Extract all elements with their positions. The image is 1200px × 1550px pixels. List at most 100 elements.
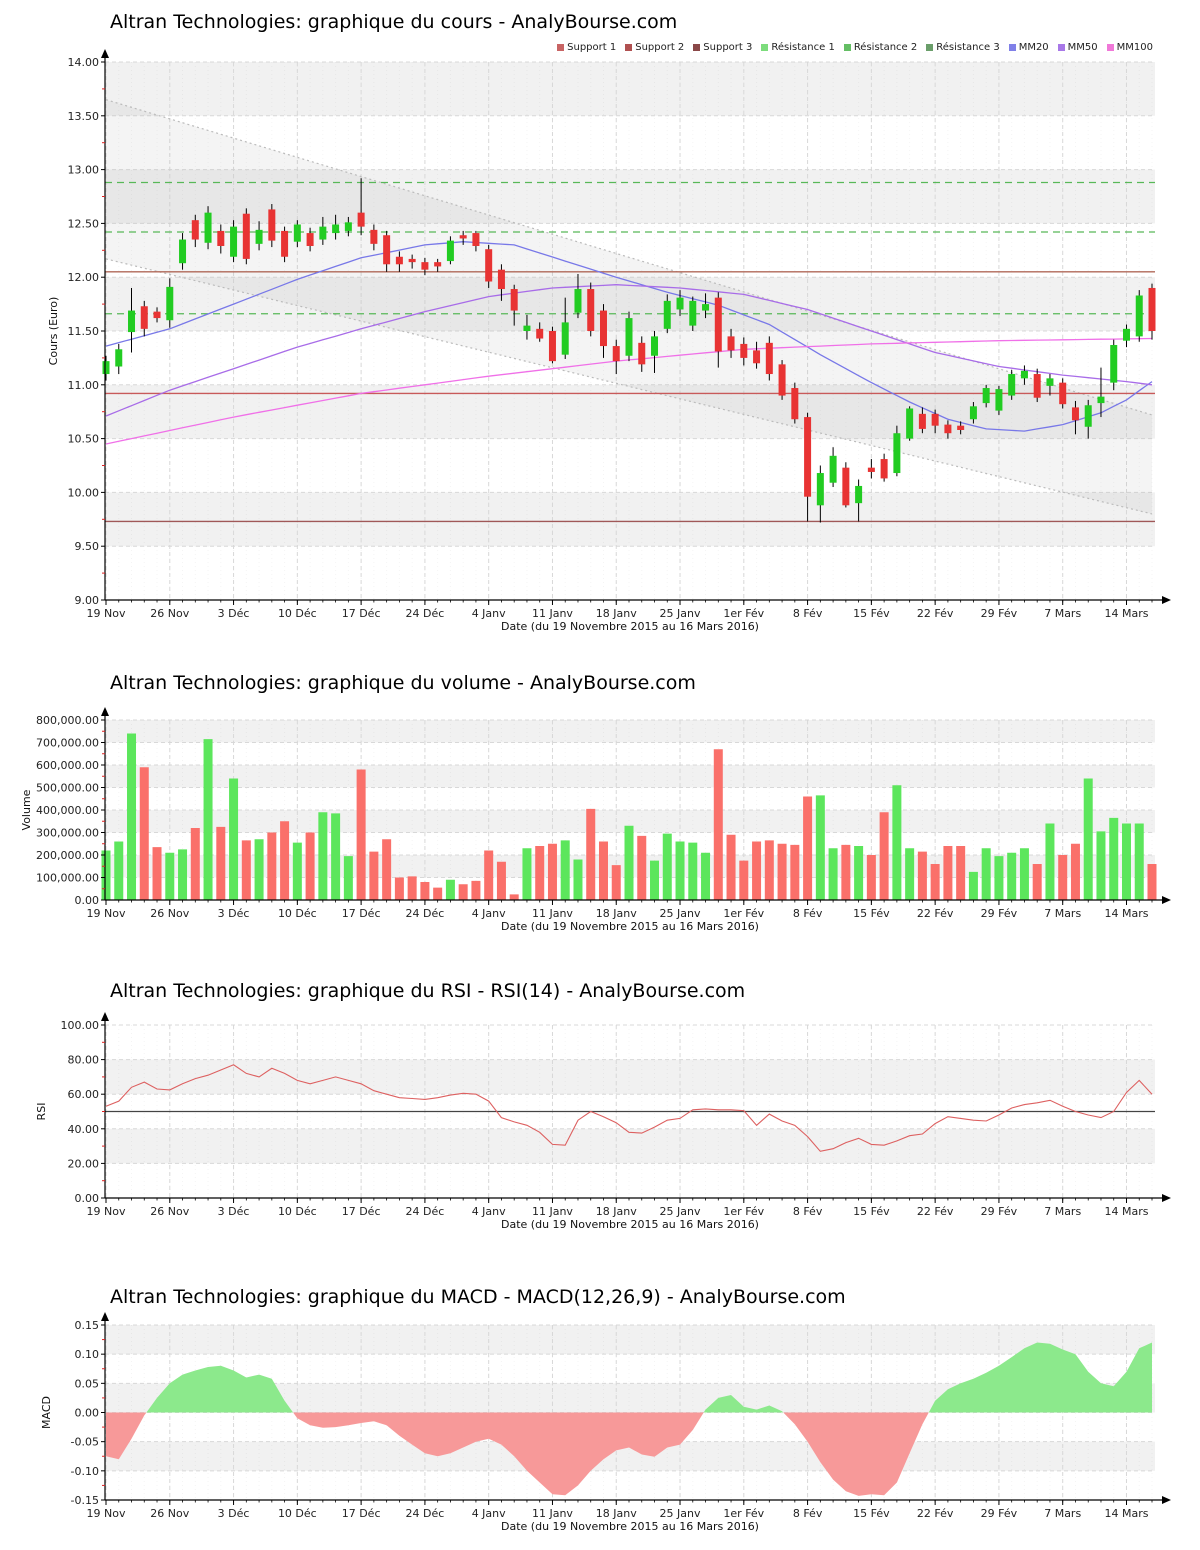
x-tick-label: 24 Déc — [406, 1205, 445, 1218]
volume-bar — [382, 839, 392, 900]
volume-bar — [394, 877, 404, 900]
y-tick-label: 0.00 — [75, 1407, 100, 1420]
y-tick-label: 13.50 — [68, 110, 100, 123]
candle — [651, 336, 659, 356]
y-axis-caption: MACD — [40, 1396, 53, 1429]
candle — [115, 349, 123, 367]
x-tick-label: 1er Fév — [723, 1205, 764, 1218]
legend-label: Résistance 2 — [853, 42, 918, 53]
x-tick-label: 3 Déc — [218, 607, 250, 620]
price-plot: 14.00 13.50 13.00 12.50 12.00 11.50 11.00 10.50… — [47, 49, 1171, 633]
x-tick-label: 14 Mars — [1104, 1205, 1148, 1218]
y-tick-label: -0.15 — [71, 1494, 99, 1507]
candle — [842, 467, 850, 506]
x-axis-arrow-icon — [1162, 1194, 1171, 1202]
candle — [944, 424, 952, 434]
background-stripe — [105, 1325, 1155, 1355]
candle — [434, 262, 442, 267]
candle — [867, 467, 875, 472]
x-tick-label: 26 Nov — [150, 1205, 189, 1218]
x-tick-label: 4 Janv — [472, 607, 506, 620]
volume-bar — [267, 832, 277, 900]
candle — [1046, 378, 1054, 386]
x-tick-label: 22 Fév — [917, 907, 954, 920]
volume-bar — [101, 850, 111, 900]
x-tick-label: 29 Fév — [981, 1507, 1018, 1520]
y-tick-label: -0.05 — [71, 1436, 99, 1449]
volume-bar — [726, 834, 736, 900]
x-tick-label: 10 Déc — [278, 1507, 317, 1520]
candle — [906, 408, 914, 439]
volume-bar — [573, 859, 583, 900]
x-tick-label: 8 Fév — [793, 907, 823, 920]
x-axis-caption: Date (du 19 Novembre 2015 au 16 Mars 201… — [501, 1218, 759, 1231]
volume-bar — [981, 848, 991, 900]
candle — [344, 222, 352, 231]
x-tick-label: 17 Déc — [342, 1205, 381, 1218]
y-axis-arrow-icon — [101, 49, 109, 58]
candle — [727, 336, 735, 351]
volume-bar — [139, 767, 149, 900]
x-tick-label: 7 Mars — [1044, 607, 1081, 620]
candle — [829, 455, 837, 483]
candle — [472, 233, 480, 246]
volume-bar — [369, 851, 379, 900]
y-tick-label: 200,000.00 — [36, 849, 99, 862]
x-tick-label: 22 Fév — [917, 1205, 954, 1218]
x-tick-label: 4 Janv — [472, 907, 506, 920]
volume-bar — [905, 848, 915, 900]
volume-bar — [866, 855, 876, 900]
x-axis-caption: Date (du 19 Novembre 2015 au 16 Mars 201… — [501, 620, 759, 633]
x-tick-label: 22 Fév — [917, 1507, 954, 1520]
volume-bar — [764, 840, 774, 900]
background-stripe — [105, 1128, 1155, 1164]
candle — [702, 304, 710, 311]
volume-bar — [777, 843, 787, 900]
volume-bar — [624, 825, 634, 900]
candle — [128, 310, 136, 333]
y-tick-label: 12.50 — [68, 217, 100, 230]
volume-bar — [420, 882, 430, 900]
volume-bar — [343, 856, 353, 900]
legend-item: Résistance 2 — [843, 42, 918, 53]
candle — [306, 233, 314, 246]
volume-bar — [1058, 855, 1068, 900]
price-chart-legend: Support 1 Support 2 Support 3 Résistance 1 R… — [105, 42, 1153, 53]
volume-bar — [496, 861, 506, 900]
candle — [918, 413, 926, 429]
legend-swatch-icon — [926, 44, 934, 51]
volume-bar — [662, 833, 672, 900]
mm50-line — [105, 284, 1153, 417]
x-tick-label: 11 Janv — [532, 907, 573, 920]
legend-item: MM50 — [1057, 42, 1098, 53]
candle — [1122, 328, 1130, 341]
x-tick-label: 15 Fév — [853, 1507, 890, 1520]
volume-bar — [739, 860, 749, 900]
x-tick-label: 29 Fév — [981, 1205, 1018, 1218]
y-tick-label: 10.00 — [68, 486, 100, 499]
x-tick-label: 15 Fév — [853, 1205, 890, 1218]
candle — [638, 342, 646, 365]
rsi-chart-title: Altran Technologies: graphique du RSI - … — [110, 980, 746, 1002]
volume-bar — [1121, 823, 1131, 900]
candle — [293, 224, 301, 242]
volume-bar — [1019, 848, 1029, 900]
candle — [855, 485, 863, 504]
candle — [625, 318, 633, 356]
background-stripe — [105, 492, 1155, 547]
candle — [982, 388, 990, 404]
volume-bar — [879, 812, 889, 900]
x-tick-label: 14 Mars — [1104, 607, 1148, 620]
x-tick-label: 11 Janv — [532, 1205, 573, 1218]
candle — [689, 300, 697, 326]
x-tick-label: 3 Déc — [218, 907, 250, 920]
candle — [599, 310, 607, 347]
x-tick-label: 14 Mars — [1104, 907, 1148, 920]
volume-bar — [471, 880, 481, 900]
x-tick-label: 25 Janv — [660, 607, 701, 620]
x-tick-label: 26 Nov — [150, 1507, 189, 1520]
volume-bar — [854, 846, 864, 900]
legend-item: Support 3 — [693, 42, 752, 53]
x-tick-label: 10 Déc — [278, 607, 317, 620]
volume-bar — [560, 840, 570, 900]
